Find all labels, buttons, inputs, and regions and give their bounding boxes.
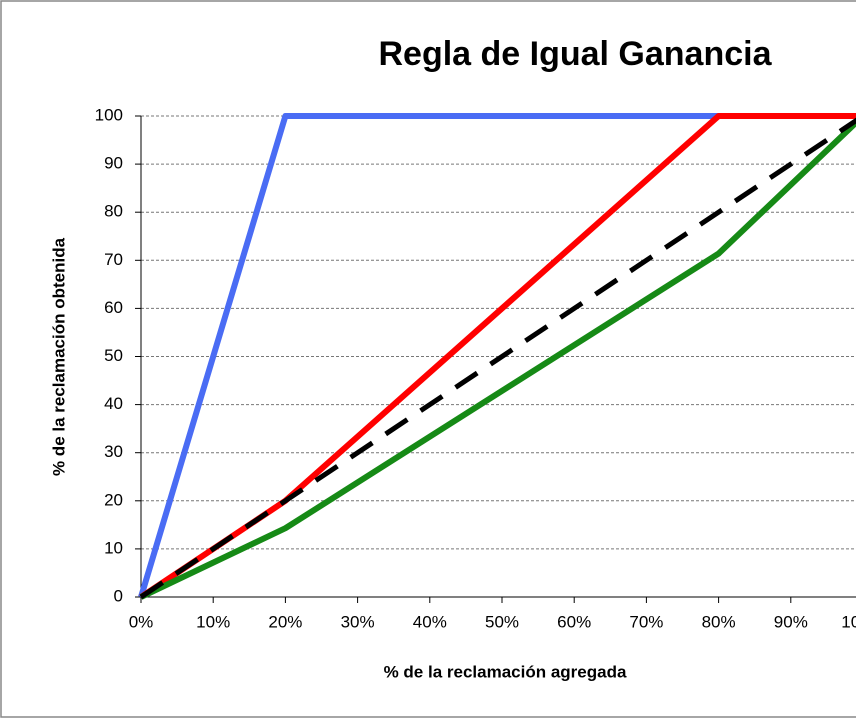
chart-title: Regla de Igual Ganancia bbox=[378, 35, 772, 73]
series-line bbox=[139, 117, 856, 600]
y-axis-label: % de la reclamación obtenida bbox=[49, 237, 68, 476]
y-tick-label: 60 bbox=[104, 298, 123, 317]
y-tick-label: 0 bbox=[114, 586, 123, 605]
x-tick-label: 60% bbox=[557, 612, 591, 631]
y-tick-label: 70 bbox=[104, 250, 123, 269]
x-axis-label: % de la reclamación agregada bbox=[384, 662, 627, 681]
x-tick-label: 30% bbox=[341, 612, 375, 631]
y-tick-label: 30 bbox=[104, 442, 123, 461]
x-tick-label: 70% bbox=[629, 612, 663, 631]
x-tick-label: 40% bbox=[413, 612, 447, 631]
x-tick-label: 90% bbox=[774, 612, 808, 631]
y-tick-label: 100 bbox=[95, 105, 123, 124]
y-tick-label: 10 bbox=[104, 538, 123, 557]
y-tick-label: 50 bbox=[104, 346, 123, 365]
x-tick-label: 80% bbox=[702, 612, 736, 631]
y-tick-label: 90 bbox=[104, 154, 123, 173]
x-tick-label: 0% bbox=[129, 612, 154, 631]
series-line bbox=[139, 118, 856, 600]
y-tick-label: 40 bbox=[104, 394, 123, 413]
x-tick-label: 50% bbox=[485, 612, 519, 631]
series-line bbox=[138, 113, 856, 598]
x-tick-label: 100% bbox=[841, 612, 856, 631]
x-tick-label: 10% bbox=[196, 612, 230, 631]
y-tick-label: 20 bbox=[104, 490, 123, 509]
y-tick-label: 80 bbox=[104, 202, 123, 221]
x-tick-label: 20% bbox=[268, 612, 302, 631]
